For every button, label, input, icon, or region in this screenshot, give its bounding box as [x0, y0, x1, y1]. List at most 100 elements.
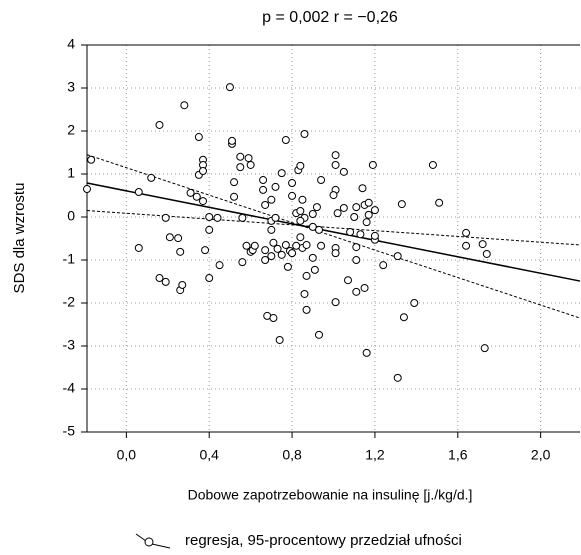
confidence-band	[86, 154, 581, 319]
point	[329, 191, 338, 200]
point	[393, 373, 402, 382]
point	[379, 261, 388, 270]
point	[205, 213, 214, 221]
point	[397, 200, 406, 209]
point	[339, 167, 348, 176]
point	[261, 200, 270, 209]
point	[174, 234, 183, 243]
point	[155, 274, 164, 283]
point	[296, 206, 305, 215]
point	[308, 253, 317, 262]
point	[478, 240, 487, 249]
point	[147, 173, 156, 182]
point	[364, 210, 373, 219]
point	[134, 188, 143, 197]
legend-line	[151, 543, 171, 549]
x-tick-label: 0,0	[117, 447, 137, 463]
x-tick-label: 2,0	[531, 447, 551, 463]
point	[308, 222, 317, 231]
point	[246, 160, 255, 169]
point	[213, 213, 222, 222]
point	[267, 195, 276, 204]
legend: regresja, 95-procentowy przedział ufnośc…	[135, 532, 462, 549]
point	[201, 246, 210, 255]
point	[310, 265, 319, 274]
y-tick-label: 3	[67, 79, 75, 95]
point	[180, 101, 189, 110]
point	[296, 161, 305, 170]
legend-marker	[144, 537, 154, 547]
chart-title: p = 0,002 r = −0,26	[262, 9, 398, 26]
point	[428, 160, 437, 169]
point	[186, 188, 195, 197]
point	[364, 198, 373, 207]
point	[242, 241, 251, 250]
y-tick-label: 4	[67, 36, 75, 52]
x-tick-label: 1,2	[365, 447, 385, 463]
point	[315, 330, 323, 339]
point	[277, 250, 286, 259]
point	[238, 213, 247, 222]
point	[271, 213, 280, 222]
point	[215, 261, 224, 270]
point	[259, 185, 268, 194]
point	[230, 178, 239, 187]
point	[271, 182, 280, 191]
point	[288, 191, 297, 200]
x-tick-label: 0,8	[282, 447, 302, 463]
point	[482, 249, 491, 258]
point	[410, 299, 419, 307]
point	[199, 197, 207, 206]
point	[331, 298, 340, 307]
point	[308, 209, 317, 218]
point	[178, 280, 187, 289]
point	[161, 277, 170, 286]
y-tick-label: 2	[67, 122, 75, 138]
point	[267, 225, 276, 234]
point	[352, 203, 361, 212]
point	[333, 209, 342, 218]
point	[300, 289, 309, 298]
point	[368, 160, 377, 169]
point	[194, 133, 203, 142]
point	[296, 216, 305, 225]
point	[302, 271, 311, 280]
y-tick-label: -5	[63, 423, 76, 439]
point	[399, 313, 408, 322]
point	[296, 233, 305, 242]
y-tick-label: -4	[63, 380, 76, 396]
point	[281, 136, 290, 145]
point	[370, 206, 379, 215]
point	[362, 348, 371, 357]
point	[250, 241, 259, 250]
point	[480, 344, 489, 353]
point	[269, 314, 278, 323]
point	[352, 256, 361, 264]
confidence-band	[86, 210, 581, 246]
point	[393, 252, 402, 261]
legend-label: regresja, 95-procentowy przedział ufnośc…	[185, 532, 462, 549]
point	[360, 283, 369, 292]
point	[230, 192, 239, 201]
point	[356, 230, 365, 239]
plot-frame	[86, 44, 580, 433]
y-tick-label: 1	[67, 165, 75, 181]
point	[281, 240, 290, 249]
point	[228, 136, 236, 145]
point	[83, 185, 91, 194]
point	[435, 198, 444, 207]
point	[176, 247, 185, 256]
point	[267, 252, 276, 261]
regression-line	[86, 182, 581, 282]
y-axis-label: SDS dla wzrostu	[11, 183, 28, 294]
point	[236, 152, 245, 161]
point	[362, 218, 371, 227]
point	[192, 192, 201, 201]
point	[269, 238, 278, 247]
point	[277, 169, 286, 178]
point	[275, 335, 284, 344]
point	[300, 130, 309, 139]
point	[317, 176, 326, 185]
point	[352, 287, 361, 296]
